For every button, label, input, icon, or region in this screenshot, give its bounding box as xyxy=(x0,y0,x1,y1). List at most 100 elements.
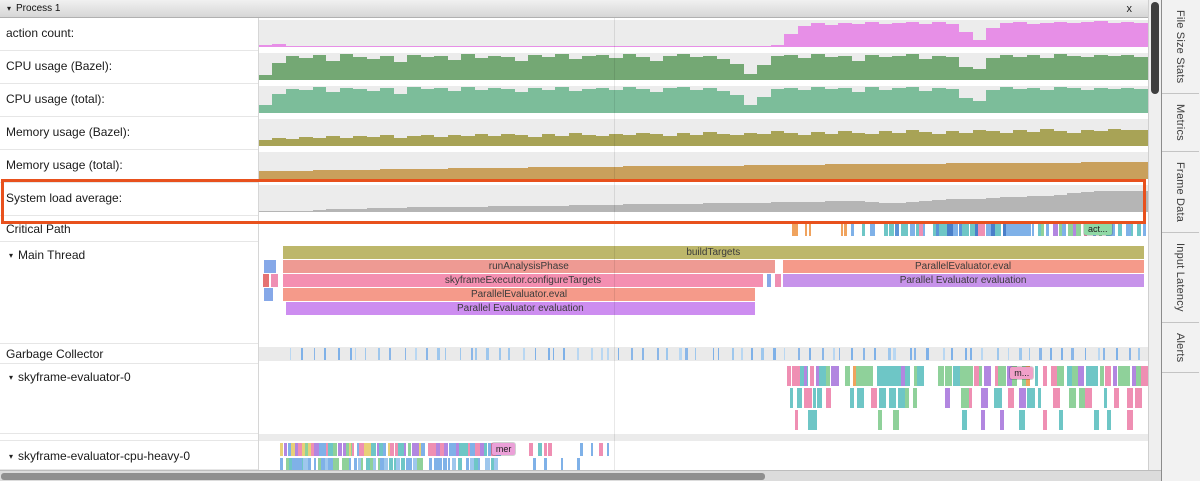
trace-event-tick[interactable] xyxy=(852,366,858,386)
trace-event-tick[interactable] xyxy=(415,443,419,456)
trace-event-tick[interactable] xyxy=(1086,366,1093,386)
trace-event-tick[interactable] xyxy=(856,366,863,386)
trace-event-tick[interactable] xyxy=(732,348,735,360)
trace-event-tick[interactable] xyxy=(356,443,359,456)
trace-event-tick[interactable] xyxy=(994,366,999,386)
trace-event-tick[interactable] xyxy=(893,348,896,360)
trace-event-tick[interactable] xyxy=(825,388,831,408)
event-label-badge[interactable]: act... xyxy=(1083,223,1112,235)
trace-event-tick[interactable] xyxy=(599,443,603,456)
trace-event-tick[interactable] xyxy=(301,458,305,470)
trace-event-tick[interactable] xyxy=(321,458,325,470)
trace-event-tick[interactable] xyxy=(862,348,866,360)
trace-event-tick[interactable] xyxy=(377,348,381,360)
trace-event-tick[interactable] xyxy=(826,366,831,386)
trace-event-tick[interactable] xyxy=(1031,223,1035,236)
trace-event-tick[interactable] xyxy=(332,443,337,456)
trace-event-tick[interactable] xyxy=(1029,348,1031,360)
trace-event-tick[interactable] xyxy=(803,388,812,408)
trace-event-tick[interactable] xyxy=(600,348,603,360)
trace-event-tick[interactable] xyxy=(1007,348,1010,360)
trace-event-tick[interactable] xyxy=(953,223,959,236)
trace-event-tick[interactable] xyxy=(289,348,291,360)
trace-event-tick[interactable] xyxy=(469,458,475,470)
trace-event-tick[interactable] xyxy=(301,443,305,456)
flame-slice[interactable]: skyframeExecutor.configureTargets xyxy=(283,274,764,287)
trace-event-tick[interactable] xyxy=(937,366,944,386)
trace-event-tick[interactable] xyxy=(1126,223,1131,236)
trace-event-tick[interactable] xyxy=(1078,366,1085,386)
trace-event-tick[interactable] xyxy=(712,348,714,360)
trace-event-tick[interactable] xyxy=(1040,223,1045,236)
trace-event-tick[interactable] xyxy=(821,348,824,360)
trace-event-tick[interactable] xyxy=(969,388,973,408)
trace-event-tick[interactable] xyxy=(789,388,794,408)
trace-event-tick[interactable] xyxy=(421,443,426,456)
trace-event-tick[interactable] xyxy=(412,443,417,456)
trace-event-tick[interactable] xyxy=(945,366,953,386)
trace-event-tick[interactable] xyxy=(383,458,389,470)
trace-event-tick[interactable] xyxy=(404,348,407,360)
trace-event-tick[interactable] xyxy=(475,348,478,360)
flame-slice[interactable]: runAnalysisPhase xyxy=(283,260,775,273)
trace-event-tick[interactable] xyxy=(507,348,510,360)
trace-event-tick[interactable] xyxy=(935,223,941,236)
trace-event-tick[interactable] xyxy=(914,366,918,386)
skyframe-evaluator-0-events[interactable]: m... xyxy=(258,364,1148,434)
trace-event-tick[interactable] xyxy=(428,458,432,470)
trace-event-tick[interactable] xyxy=(1005,223,1015,236)
event-label-badge[interactable]: m... xyxy=(1010,367,1034,379)
trace-event-tick[interactable] xyxy=(426,348,429,360)
trace-event-tick[interactable] xyxy=(1073,223,1079,236)
trace-event-tick[interactable] xyxy=(532,458,536,470)
flame-slice[interactable]: buildTargets xyxy=(283,246,1144,259)
flame-slice[interactable] xyxy=(264,260,276,273)
event-label-badge[interactable]: mer xyxy=(491,443,516,455)
trace-event-tick[interactable] xyxy=(808,410,814,430)
trace-event-tick[interactable] xyxy=(896,366,903,386)
trace-event-tick[interactable] xyxy=(474,458,479,470)
trace-event-tick[interactable] xyxy=(657,348,660,360)
trace-event-tick[interactable] xyxy=(960,388,970,408)
trace-event-tick[interactable] xyxy=(416,458,422,470)
trace-event-tick[interactable] xyxy=(872,223,875,236)
trace-event-tick[interactable] xyxy=(288,458,292,470)
trace-event-tick[interactable] xyxy=(796,388,802,408)
trace-event-tick[interactable] xyxy=(547,348,550,360)
sidebar-tab-frame-data[interactable]: Frame Data xyxy=(1162,152,1199,234)
trace-event-tick[interactable] xyxy=(300,348,303,360)
trace-event-tick[interactable] xyxy=(465,443,471,456)
trace-event-tick[interactable] xyxy=(428,443,432,456)
trace-event-tick[interactable] xyxy=(1058,223,1063,236)
trace-event-tick[interactable] xyxy=(341,458,346,470)
trace-event-tick[interactable] xyxy=(838,348,840,360)
trace-event-tick[interactable] xyxy=(990,223,996,236)
trace-event-tick[interactable] xyxy=(576,458,580,470)
trace-event-tick[interactable] xyxy=(783,348,786,360)
trace-event-tick[interactable] xyxy=(1037,388,1041,408)
trace-event-tick[interactable] xyxy=(1128,348,1131,360)
trace-event-tick[interactable] xyxy=(553,348,555,360)
trace-event-tick[interactable] xyxy=(997,348,1000,360)
trace-event-tick[interactable] xyxy=(1114,388,1119,408)
trace-event-tick[interactable] xyxy=(1103,388,1108,408)
trace-event-tick[interactable] xyxy=(791,366,801,386)
trace-event-tick[interactable] xyxy=(910,223,916,236)
trace-event-tick[interactable] xyxy=(888,348,891,360)
trace-event-tick[interactable] xyxy=(1130,223,1133,236)
trace-event-tick[interactable] xyxy=(336,458,340,470)
critical-path-events[interactable]: act... xyxy=(258,216,1148,242)
trace-event-tick[interactable] xyxy=(1018,348,1022,360)
trace-event-tick[interactable] xyxy=(577,348,579,360)
trace-event-tick[interactable] xyxy=(964,348,967,360)
trace-event-tick[interactable] xyxy=(537,443,543,456)
process-header[interactable]: ▾ Process 1 x xyxy=(0,0,1148,18)
trace-event-tick[interactable] xyxy=(590,348,593,360)
trace-event-tick[interactable] xyxy=(1109,223,1115,236)
trace-event-tick[interactable] xyxy=(969,223,978,236)
trace-event-tick[interactable] xyxy=(798,348,800,360)
trace-event-tick[interactable] xyxy=(978,366,983,386)
trace-event-tick[interactable] xyxy=(590,443,594,456)
trace-event-tick[interactable] xyxy=(980,388,989,408)
trace-event-tick[interactable] xyxy=(390,443,395,456)
